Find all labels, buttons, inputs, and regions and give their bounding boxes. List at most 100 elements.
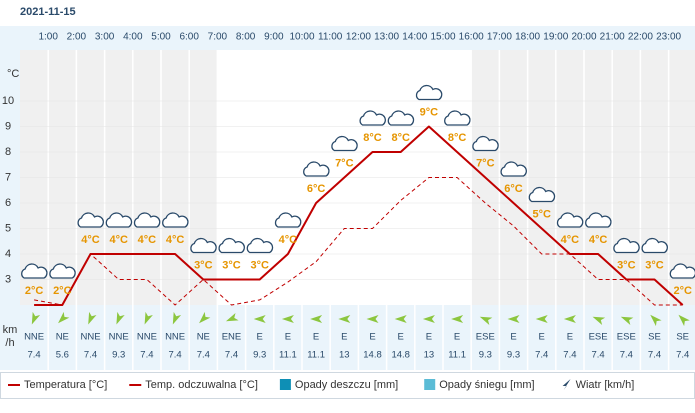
wind-speed: 11.1 <box>307 350 325 361</box>
hour-label: 4:00 <box>123 32 143 43</box>
hour-label: 21:00 <box>600 32 625 43</box>
wind-speed: 14.8 <box>391 350 410 361</box>
cloud <box>105 212 133 228</box>
wind-arrow <box>58 311 70 324</box>
wind-arrow <box>563 315 576 323</box>
hour-label: 15:00 <box>430 32 455 43</box>
cloud <box>218 237 245 254</box>
temperature-label: 3°C <box>222 259 241 271</box>
wind-speed: 14.8 <box>363 350 382 361</box>
weather-icon <box>387 110 415 126</box>
temperature-label: 2°C <box>673 285 692 297</box>
wind-speed: 7.4 <box>84 350 97 361</box>
cloud <box>331 135 358 152</box>
wind-arrow <box>199 311 211 324</box>
temperature-line <box>34 125 684 306</box>
wind-speed: 7.4 <box>676 350 689 361</box>
wind-arrow <box>394 315 407 323</box>
wind-direction: E <box>257 332 263 343</box>
wind-speed: 7.4 <box>535 350 548 361</box>
wind-speed: 9.3 <box>253 350 266 361</box>
wind-speed: 7.4 <box>648 350 661 361</box>
wind-direction: NNE <box>165 332 185 343</box>
legend-label: Temp. odczuwalna [°C] <box>145 379 258 391</box>
cloud <box>274 212 302 228</box>
wind-direction: NE <box>56 332 69 343</box>
weather-icon <box>528 186 556 203</box>
hour-label: 19:00 <box>543 32 568 43</box>
temperature-label: 5°C <box>532 208 551 220</box>
hour-label: 16:00 <box>459 32 484 43</box>
wind-arrow <box>338 315 351 323</box>
wind-speed: 5.6 <box>56 350 69 361</box>
hour-label: 6:00 <box>179 32 199 43</box>
weather-icon <box>218 237 245 254</box>
weather-icon <box>613 237 640 254</box>
y-tick-label: 9 <box>5 120 11 132</box>
wind-arrow <box>310 315 323 323</box>
wind-direction: ENE <box>222 332 242 343</box>
wind-direction: E <box>567 332 573 343</box>
wind-direction: ESE <box>476 332 495 343</box>
wind-speed: 7.4 <box>563 350 576 361</box>
temperature-label: 3°C <box>194 259 213 271</box>
y-tick-label: 6 <box>5 197 11 209</box>
weather-icon <box>444 110 471 126</box>
wind-arrow <box>144 311 153 325</box>
hour-label: 17:00 <box>487 32 512 43</box>
weather-icon <box>331 135 358 152</box>
hour-label: 3:00 <box>95 32 115 43</box>
wind-arrow <box>116 311 125 325</box>
weather-icon <box>472 135 499 152</box>
y-tick-label: 5 <box>5 222 11 234</box>
weather-icon <box>77 212 104 228</box>
cloud <box>500 161 527 177</box>
wind-direction: ESE <box>589 332 608 343</box>
wind-direction: SE <box>676 332 689 343</box>
wind-arrow <box>620 316 634 325</box>
wind-arrow <box>678 314 690 327</box>
hour-label: 12:00 <box>346 32 371 43</box>
temperature-label: 4°C <box>561 234 580 246</box>
weather-icon <box>190 237 217 254</box>
hour-label: 22:00 <box>628 32 653 43</box>
weather-icon <box>274 212 302 228</box>
cloud <box>359 110 386 126</box>
cloud <box>528 186 556 203</box>
cloud <box>444 110 471 126</box>
y-tick-label: 10 <box>2 95 14 107</box>
y-tick-label: 8 <box>5 146 11 158</box>
wind-unit: /h <box>5 337 14 349</box>
y-unit: °C <box>7 68 19 80</box>
wind-direction: E <box>341 332 347 343</box>
date: 2021-11-15 <box>20 6 76 18</box>
wind-arrow <box>479 316 493 325</box>
temperature-label: 2°C <box>25 285 44 297</box>
temperature-label: 4°C <box>166 234 185 246</box>
temperature-label: 4°C <box>279 234 298 246</box>
weather-icon <box>669 263 695 279</box>
legend-label: Wiatr [km/h] <box>576 379 635 391</box>
weather-icon <box>162 212 189 228</box>
legend-swatch <box>279 379 291 390</box>
wind-direction: E <box>285 332 291 343</box>
wind-direction: E <box>369 332 375 343</box>
wind-direction: NNE <box>24 332 44 343</box>
wind-direction: ESE <box>617 332 636 343</box>
temperature-label: 6°C <box>504 183 523 195</box>
cloud <box>21 263 48 279</box>
y-tick-label: 3 <box>5 273 11 285</box>
temperature-label: 4°C <box>589 234 608 246</box>
hour-label: 1:00 <box>38 32 58 43</box>
weather-icon <box>105 212 133 228</box>
wind-direction: E <box>510 332 516 343</box>
temperature-label: 8°C <box>391 132 410 144</box>
hour-label: 14:00 <box>402 32 427 43</box>
wind-speed: 7.4 <box>27 350 40 361</box>
wind-direction: E <box>539 332 545 343</box>
wind-speed: 7.4 <box>140 350 153 361</box>
wind-unit: km <box>3 324 18 336</box>
temperature-label: 7°C <box>476 157 495 169</box>
wind-direction: E <box>454 332 460 343</box>
